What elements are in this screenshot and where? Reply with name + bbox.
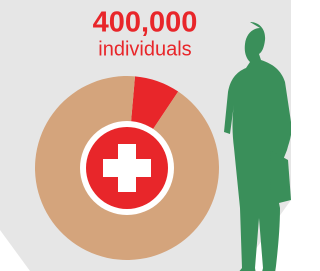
page: {"chart_data": {"type": "donut", "title"…	[0, 0, 320, 271]
headline-label: individuals	[98, 38, 191, 60]
infographic: 400,000 individuals	[0, 0, 291, 271]
headline-number: 400,000	[93, 7, 198, 39]
